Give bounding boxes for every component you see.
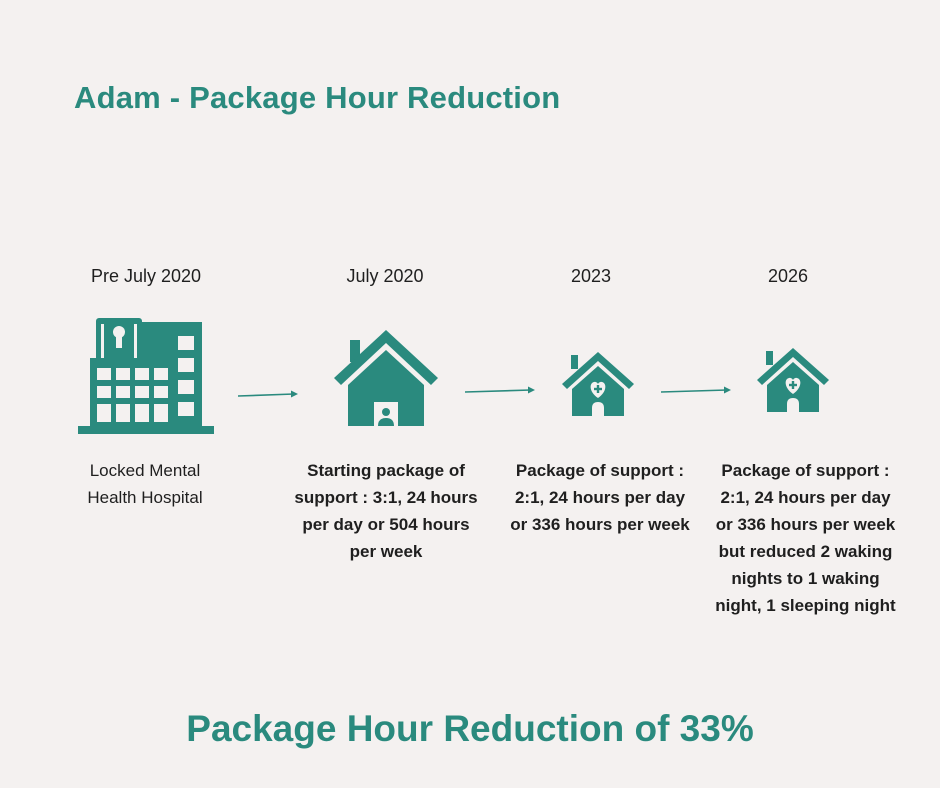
stage-description-4: Package of support : 2:1, 24 hours per d… [715, 461, 896, 615]
arrow-right-icon [465, 386, 535, 394]
house-with-heart-icon [757, 348, 829, 412]
stage-description-1: Locked Mental Health Hospital [87, 461, 203, 507]
hospital-building-icon [78, 318, 214, 434]
stage-description-2: Starting package of support : 3:1, 24 ho… [294, 461, 478, 561]
stage-description-3: Package of support : 2:1, 24 hours per d… [510, 461, 690, 534]
arrow-right-icon [238, 390, 298, 398]
page-title: Adam - Package Hour Reduction [74, 80, 561, 115]
arrow-right-icon [661, 386, 731, 394]
house-with-person-icon [334, 330, 438, 426]
house-with-heart-icon [562, 352, 634, 416]
stage-date-2: July 2020 [346, 266, 424, 286]
stage-date-1: Pre July 2020 [90, 266, 202, 286]
stage-date-4: 2026 [767, 266, 809, 286]
summary-heading: Package Hour Reduction of 33% [186, 708, 754, 749]
stage-date-3: 2023 [570, 266, 612, 286]
